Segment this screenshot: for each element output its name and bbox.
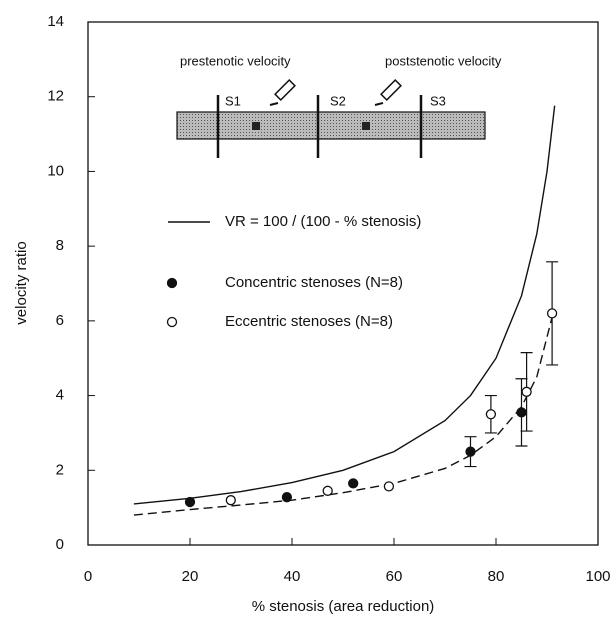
point bbox=[348, 478, 359, 489]
stenosis bbox=[362, 122, 370, 130]
section-label: S1 bbox=[225, 93, 241, 108]
y-tick-label: 14 bbox=[47, 13, 64, 30]
probe bbox=[274, 79, 296, 101]
beam bbox=[269, 102, 279, 106]
stenosis bbox=[252, 122, 260, 130]
probe bbox=[380, 79, 402, 101]
vessel bbox=[176, 111, 486, 140]
plot-frame bbox=[87, 21, 599, 546]
beam bbox=[374, 102, 384, 106]
legend-swatch bbox=[166, 316, 178, 328]
x-tick-label: 40 bbox=[284, 568, 301, 585]
curve bbox=[133, 316, 553, 516]
y-tick-label: 0 bbox=[56, 536, 64, 553]
point bbox=[184, 496, 196, 508]
x-tick-label: 20 bbox=[182, 568, 199, 585]
y-tick-label: 2 bbox=[56, 461, 64, 478]
legend-swatch bbox=[166, 277, 178, 289]
point bbox=[516, 407, 527, 418]
point bbox=[322, 485, 333, 496]
legend-label: Eccentric stenoses (N=8) bbox=[225, 313, 393, 330]
legend-label: Concentric stenoses (N=8) bbox=[225, 274, 403, 291]
y-axis-label: velocity ratio bbox=[13, 241, 30, 324]
section-label: S2 bbox=[330, 93, 346, 108]
point bbox=[281, 492, 293, 503]
diagram-label: prestenotic velocity bbox=[180, 53, 291, 68]
section-label: S3 bbox=[430, 93, 446, 108]
x-axis-label: % stenosis (area reduction) bbox=[252, 598, 435, 615]
point bbox=[383, 481, 395, 492]
x-tick-label: 100 bbox=[585, 568, 610, 585]
x-tick-label: 60 bbox=[386, 568, 403, 585]
y-tick-label: 6 bbox=[56, 312, 64, 329]
point bbox=[485, 409, 497, 420]
y-tick-label: 10 bbox=[47, 162, 64, 179]
curve bbox=[133, 105, 556, 505]
diagram-label: poststenotic velocity bbox=[385, 53, 502, 68]
y-tick-label: 8 bbox=[56, 237, 64, 254]
point bbox=[521, 386, 532, 397]
y-tick-label: 12 bbox=[47, 88, 64, 105]
vessel-diagram: prestenotic velocity poststenotic veloci… bbox=[176, 53, 502, 158]
x-tick-label: 0 bbox=[84, 568, 92, 585]
point bbox=[546, 308, 558, 319]
point bbox=[465, 446, 476, 457]
point bbox=[225, 495, 236, 506]
x-tick-label: 80 bbox=[488, 568, 505, 585]
y-tick-label: 4 bbox=[56, 387, 64, 404]
legend-label: VR = 100 / (100 - % stenosis) bbox=[225, 213, 421, 230]
